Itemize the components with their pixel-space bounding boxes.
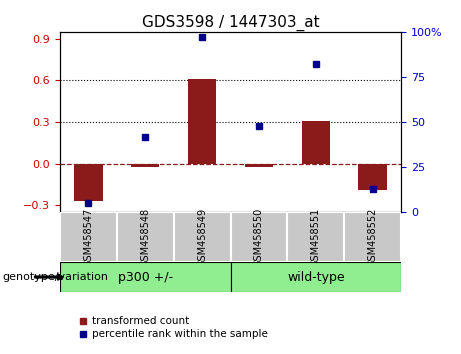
Bar — [60, 262, 230, 292]
Bar — [188, 79, 216, 164]
Text: GSM458552: GSM458552 — [367, 207, 378, 267]
Bar — [230, 212, 287, 262]
Bar — [287, 212, 344, 262]
Bar — [117, 212, 174, 262]
Text: genotype/variation: genotype/variation — [2, 272, 108, 282]
Bar — [131, 164, 160, 167]
Bar — [74, 164, 102, 201]
Bar — [245, 164, 273, 167]
Text: GSM458551: GSM458551 — [311, 207, 321, 267]
Legend: transformed count, percentile rank within the sample: transformed count, percentile rank withi… — [74, 312, 272, 343]
Text: GSM458550: GSM458550 — [254, 207, 264, 267]
Title: GDS3598 / 1447303_at: GDS3598 / 1447303_at — [142, 14, 319, 30]
Text: GSM458547: GSM458547 — [83, 207, 94, 267]
Bar — [174, 212, 230, 262]
Text: wild-type: wild-type — [287, 270, 344, 284]
Bar — [358, 164, 387, 190]
Bar — [301, 121, 330, 164]
Text: GSM458549: GSM458549 — [197, 207, 207, 267]
Bar — [230, 262, 401, 292]
Bar — [60, 212, 117, 262]
Text: p300 +/-: p300 +/- — [118, 270, 173, 284]
Bar — [344, 212, 401, 262]
Text: GSM458548: GSM458548 — [140, 207, 150, 267]
